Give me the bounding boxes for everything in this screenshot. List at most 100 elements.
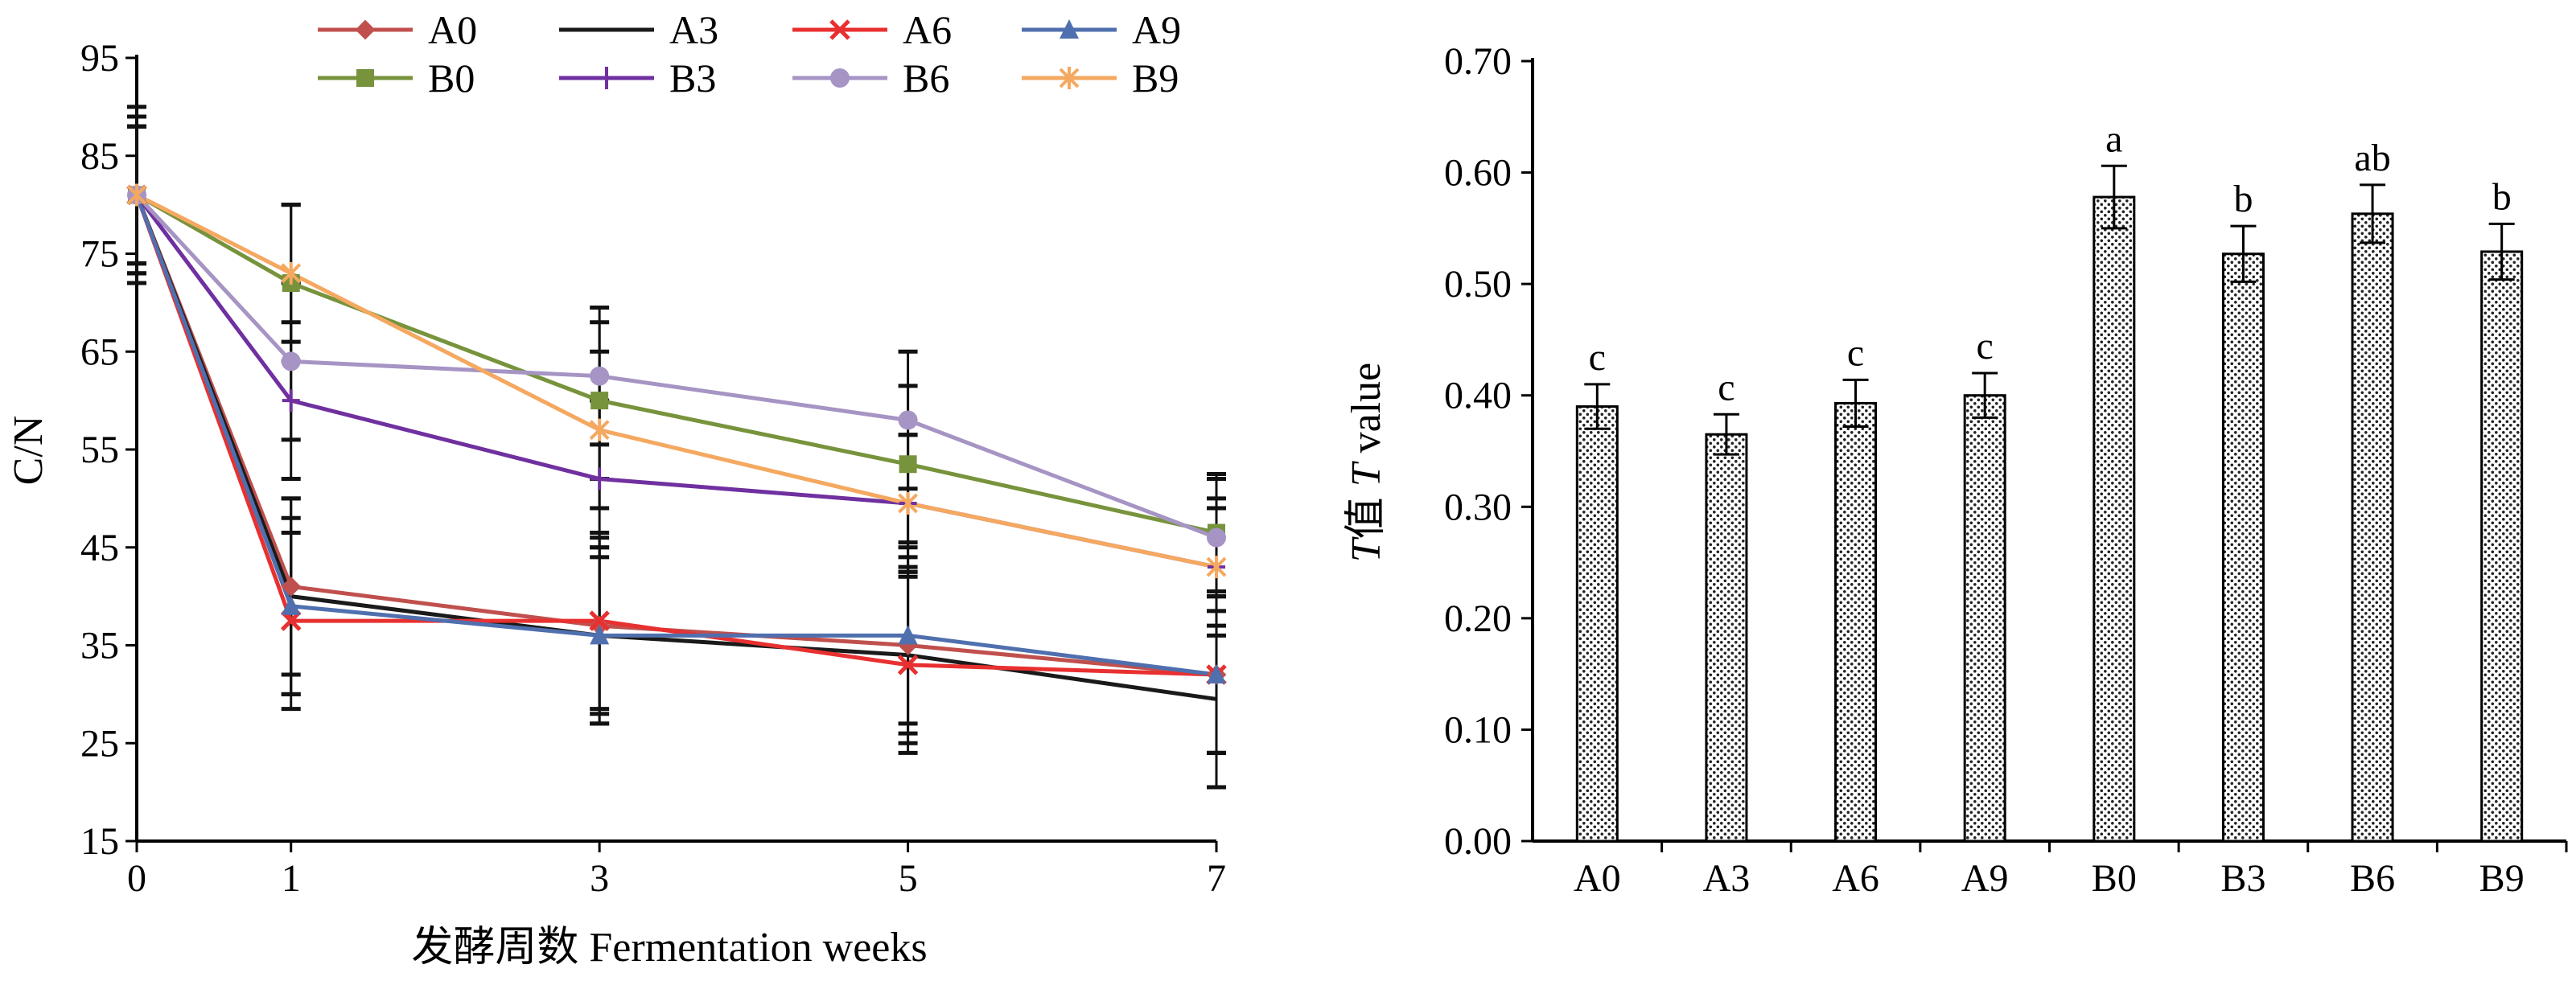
line-chart-y-tick-35: 35 (80, 625, 119, 667)
significance-letter-b9: b (2492, 175, 2512, 218)
legend-entry-a0: A0 (318, 7, 477, 52)
bar-a9 (1963, 394, 2006, 843)
legend-label-a3: A3 (669, 7, 718, 52)
legend-label-b3: B3 (669, 55, 716, 101)
bar-chart-y-tick-0.00: 0.00 (1444, 820, 1512, 863)
bar-chart-y-tick-0.20: 0.20 (1444, 597, 1512, 640)
bar-a3 (1705, 433, 1748, 843)
significance-letter-a9: c (1977, 325, 1994, 367)
line-chart-legend: A0 A3 A6 A9 B0 B3 B6 B9 (318, 7, 1181, 101)
bar-a6 (1834, 401, 1878, 843)
line-chart-series (134, 193, 1217, 701)
line-chart-point-b3-3 (591, 467, 609, 490)
bar-chart-y-ticks: 0.00 0.10 0.20 0.30 0.40 0.50 0.60 0.70 (1444, 40, 1533, 863)
significance-letter-b6: ab (2354, 137, 2390, 179)
legend-entry-a3: A3 (559, 7, 718, 52)
bar-b3 (2221, 252, 2265, 843)
legend-marker-b0 (356, 69, 374, 87)
legend-entry-a9: A9 (1022, 7, 1181, 52)
legend-entry-b6: B6 (792, 55, 949, 101)
bar-chart-category-b3: B3 (2220, 857, 2265, 900)
line-chart-y-tick-75: 75 (80, 233, 119, 276)
legend-label-b6: B6 (903, 55, 949, 101)
line-chart-point-b0-3 (591, 392, 609, 410)
line-chart-x-tick-0: 0 (127, 857, 146, 900)
bar-error-a3 (1713, 413, 1739, 456)
bar-chart-y-tick-0.30: 0.30 (1444, 486, 1512, 528)
significance-letter-a0: c (1589, 336, 1606, 379)
legend-label-a9: A9 (1132, 7, 1181, 52)
bar-chart-category-b0: B0 (2092, 857, 2137, 900)
line-chart-x-axis-title: 发酵周数 Fermentation weeks (411, 925, 927, 971)
line-chart-point-a9-5 (898, 625, 918, 645)
bar-chart-y-tick-0.70: 0.70 (1444, 40, 1512, 83)
legend-label-a6: A6 (903, 7, 952, 52)
bar-b0 (2092, 195, 2136, 843)
line-chart-point-b0-5 (899, 455, 917, 474)
bar-chart-bars (1575, 195, 2524, 843)
bar-chart-category-a3: A3 (1703, 857, 1751, 900)
legend-entry-a6: A6 (792, 7, 952, 52)
bar-chart-y-axis-title: T值 T value (1344, 363, 1389, 562)
legend-marker-b6 (830, 68, 850, 88)
bar-b6 (2351, 212, 2394, 843)
line-chart-point-a9-1 (281, 595, 301, 615)
line-chart-markers (126, 183, 1227, 685)
bar-chart-y-tick-0.60: 0.60 (1444, 152, 1512, 195)
line-chart-y-axis-title: C/N (6, 416, 51, 486)
line-chart-point-a6-3 (589, 610, 610, 631)
bar-chart-y-title-part-3: T (1344, 461, 1389, 486)
line-chart-point-b9-0 (126, 183, 147, 207)
line-chart-y-tick-55: 55 (80, 429, 119, 471)
line-chart-point-b6-3 (590, 366, 610, 386)
line-chart-y-ticks: 15 25 35 45 55 65 75 85 95 (80, 37, 137, 863)
bar-chart-category-a9: A9 (1961, 857, 2009, 900)
bar-error-b9 (2488, 222, 2515, 281)
legend-marker-a0 (355, 19, 376, 40)
line-chart-error-bars (127, 105, 1226, 790)
legend-marker-a6 (829, 19, 850, 40)
line-chart-y-tick-25: 25 (80, 722, 119, 765)
line-chart-point-b3-1 (282, 389, 300, 413)
line-chart-x-tick-5: 5 (899, 857, 918, 900)
line-chart-point-b6-7 (1207, 527, 1226, 548)
line-chart-series-b3 (134, 193, 1217, 569)
line-chart-point-b9-7 (1206, 556, 1227, 579)
legend-entry-b3: B3 (559, 55, 716, 101)
bar-chart-error-bars (1584, 164, 2515, 456)
legend-marker-b9 (1059, 67, 1080, 89)
line-chart-point-b9-5 (898, 491, 918, 515)
line-chart-y-tick-45: 45 (80, 527, 119, 569)
bar-error-b3 (2230, 224, 2257, 283)
line-chart-point-b9-1 (281, 261, 302, 285)
line-chart-point-a6-5 (897, 655, 919, 675)
bar-chart-category-b9: B9 (2479, 857, 2525, 900)
line-chart-series-b9 (135, 193, 1217, 569)
line-chart-x-tick-1: 1 (282, 857, 301, 900)
bar-error-a0 (1584, 383, 1611, 430)
bar-b9 (2480, 250, 2524, 843)
bar-error-a9 (1972, 371, 1998, 419)
bar-chart-y-title-part-1: T (1344, 536, 1389, 562)
line-chart-point-b9-3 (589, 418, 610, 441)
bar-chart-y-tick-0.10: 0.10 (1444, 708, 1512, 751)
bar-chart-axes (1531, 58, 2566, 843)
bar-chart-y-tick-0.40: 0.40 (1444, 375, 1512, 417)
legend-entry-b0: B0 (318, 55, 475, 101)
bar-error-a6 (1842, 378, 1869, 429)
line-chart-point-a0-1 (281, 577, 302, 597)
significance-letter-a3: c (1718, 366, 1734, 408)
line-chart-point-b6-1 (281, 351, 301, 371)
bar-chart: 0.000.100.200.300.400.500.600.70 ccc caba… (1344, 40, 2568, 900)
bar-chart-y-tick-0.50: 0.50 (1444, 263, 1512, 306)
line-chart-point-a9-3 (590, 625, 610, 645)
bar-chart-category-a6: A6 (1832, 857, 1879, 900)
significance-letter-b0: a (2105, 117, 2122, 160)
line-chart-y-tick-65: 65 (80, 330, 119, 373)
bar-chart-category-labels: A0 A3 A6 A9 B0 B3 B6 B9 (1574, 841, 2568, 900)
line-chart-x-tick-7: 7 (1207, 857, 1226, 900)
line-chart-point-a9-7 (1207, 664, 1226, 684)
